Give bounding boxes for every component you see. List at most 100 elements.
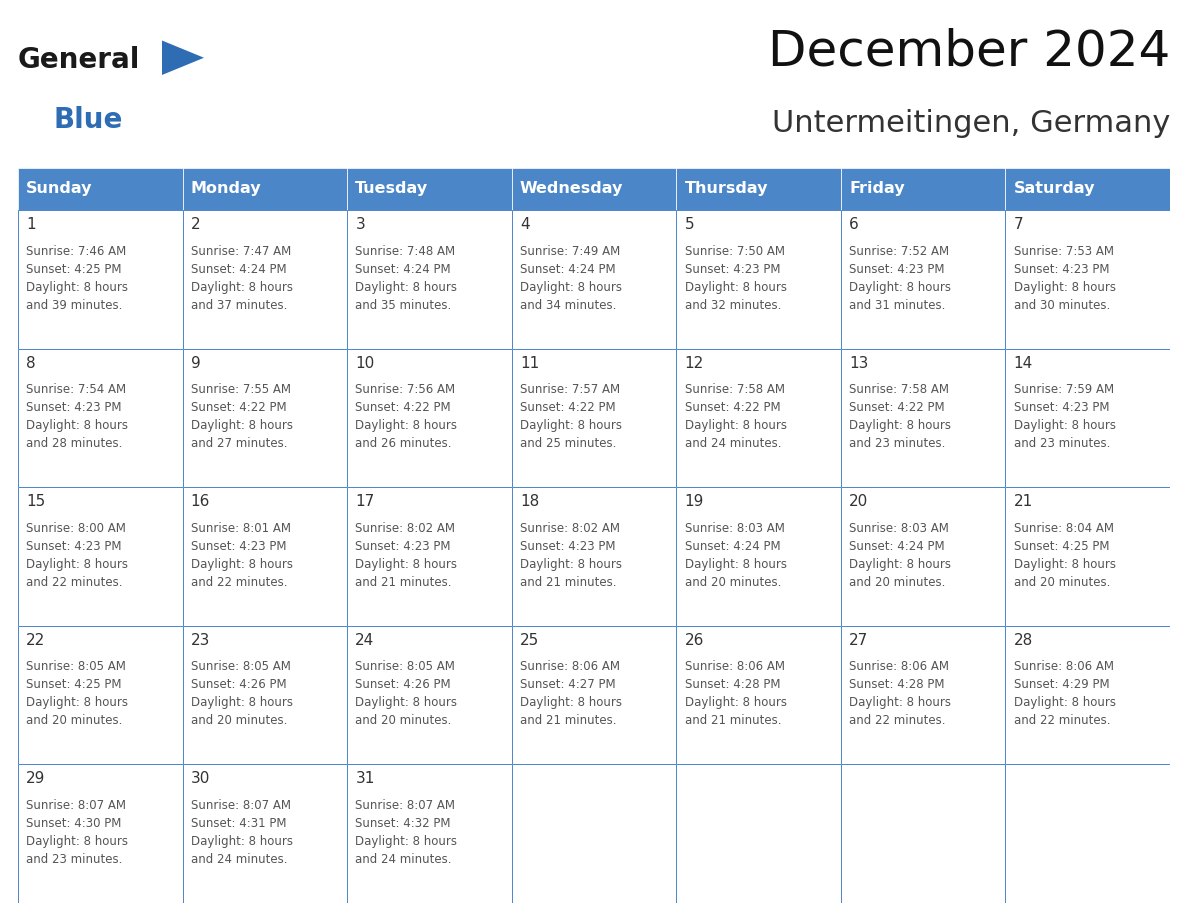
Text: 25: 25 — [520, 633, 539, 648]
FancyBboxPatch shape — [512, 168, 676, 210]
Text: Sunrise: 7:52 AM
Sunset: 4:23 PM
Daylight: 8 hours
and 31 minutes.: Sunrise: 7:52 AM Sunset: 4:23 PM Dayligh… — [849, 245, 952, 311]
Text: Sunrise: 8:03 AM
Sunset: 4:24 PM
Daylight: 8 hours
and 20 minutes.: Sunrise: 8:03 AM Sunset: 4:24 PM Dayligh… — [849, 521, 952, 588]
Text: 10: 10 — [355, 355, 374, 371]
FancyBboxPatch shape — [1005, 626, 1170, 765]
Text: 13: 13 — [849, 355, 868, 371]
Text: Sunrise: 8:02 AM
Sunset: 4:23 PM
Daylight: 8 hours
and 21 minutes.: Sunrise: 8:02 AM Sunset: 4:23 PM Dayligh… — [520, 521, 623, 588]
Text: 1: 1 — [26, 217, 36, 232]
Text: Sunrise: 8:00 AM
Sunset: 4:23 PM
Daylight: 8 hours
and 22 minutes.: Sunrise: 8:00 AM Sunset: 4:23 PM Dayligh… — [26, 521, 128, 588]
Text: General: General — [18, 46, 140, 74]
Text: Sunrise: 8:07 AM
Sunset: 4:32 PM
Daylight: 8 hours
and 24 minutes.: Sunrise: 8:07 AM Sunset: 4:32 PM Dayligh… — [355, 799, 457, 866]
FancyBboxPatch shape — [183, 210, 347, 349]
FancyBboxPatch shape — [18, 626, 183, 765]
FancyBboxPatch shape — [347, 765, 512, 903]
Text: 12: 12 — [684, 355, 703, 371]
Text: 7: 7 — [1013, 217, 1023, 232]
FancyBboxPatch shape — [676, 487, 841, 626]
Text: 29: 29 — [26, 771, 45, 787]
Text: Sunrise: 7:55 AM
Sunset: 4:22 PM
Daylight: 8 hours
and 27 minutes.: Sunrise: 7:55 AM Sunset: 4:22 PM Dayligh… — [191, 383, 292, 450]
Text: 30: 30 — [191, 771, 210, 787]
Text: Friday: Friday — [849, 182, 905, 196]
Text: Sunday: Sunday — [26, 182, 93, 196]
Text: Sunrise: 7:50 AM
Sunset: 4:23 PM
Daylight: 8 hours
and 32 minutes.: Sunrise: 7:50 AM Sunset: 4:23 PM Dayligh… — [684, 245, 786, 311]
FancyBboxPatch shape — [183, 765, 347, 903]
Text: Thursday: Thursday — [684, 182, 767, 196]
Text: Monday: Monday — [191, 182, 261, 196]
FancyBboxPatch shape — [841, 168, 1005, 210]
Text: 15: 15 — [26, 494, 45, 509]
Text: 18: 18 — [520, 494, 539, 509]
Text: 9: 9 — [191, 355, 201, 371]
FancyBboxPatch shape — [512, 487, 676, 626]
Text: Sunrise: 8:04 AM
Sunset: 4:25 PM
Daylight: 8 hours
and 20 minutes.: Sunrise: 8:04 AM Sunset: 4:25 PM Dayligh… — [1013, 521, 1116, 588]
Text: Untermeitingen, Germany: Untermeitingen, Germany — [772, 108, 1170, 138]
Text: Sunrise: 7:59 AM
Sunset: 4:23 PM
Daylight: 8 hours
and 23 minutes.: Sunrise: 7:59 AM Sunset: 4:23 PM Dayligh… — [1013, 383, 1116, 450]
Text: Sunrise: 8:05 AM
Sunset: 4:26 PM
Daylight: 8 hours
and 20 minutes.: Sunrise: 8:05 AM Sunset: 4:26 PM Dayligh… — [191, 660, 292, 727]
FancyBboxPatch shape — [512, 626, 676, 765]
Text: 24: 24 — [355, 633, 374, 648]
FancyBboxPatch shape — [347, 168, 512, 210]
Text: Blue: Blue — [53, 106, 124, 134]
FancyBboxPatch shape — [841, 626, 1005, 765]
Text: Sunrise: 7:46 AM
Sunset: 4:25 PM
Daylight: 8 hours
and 39 minutes.: Sunrise: 7:46 AM Sunset: 4:25 PM Dayligh… — [26, 245, 128, 311]
FancyBboxPatch shape — [1005, 210, 1170, 349]
Text: 14: 14 — [1013, 355, 1032, 371]
Text: 20: 20 — [849, 494, 868, 509]
Text: 17: 17 — [355, 494, 374, 509]
Text: Sunrise: 8:03 AM
Sunset: 4:24 PM
Daylight: 8 hours
and 20 minutes.: Sunrise: 8:03 AM Sunset: 4:24 PM Dayligh… — [684, 521, 786, 588]
FancyBboxPatch shape — [183, 168, 347, 210]
Text: 21: 21 — [1013, 494, 1032, 509]
Text: Sunrise: 8:07 AM
Sunset: 4:31 PM
Daylight: 8 hours
and 24 minutes.: Sunrise: 8:07 AM Sunset: 4:31 PM Dayligh… — [191, 799, 292, 866]
Text: 2: 2 — [191, 217, 201, 232]
FancyBboxPatch shape — [676, 626, 841, 765]
Text: 26: 26 — [684, 633, 703, 648]
Text: Sunrise: 7:54 AM
Sunset: 4:23 PM
Daylight: 8 hours
and 28 minutes.: Sunrise: 7:54 AM Sunset: 4:23 PM Dayligh… — [26, 383, 128, 450]
FancyBboxPatch shape — [841, 487, 1005, 626]
Text: 3: 3 — [355, 217, 365, 232]
FancyBboxPatch shape — [18, 765, 183, 903]
Text: Sunrise: 8:06 AM
Sunset: 4:29 PM
Daylight: 8 hours
and 22 minutes.: Sunrise: 8:06 AM Sunset: 4:29 PM Dayligh… — [1013, 660, 1116, 727]
Text: 11: 11 — [520, 355, 539, 371]
Polygon shape — [162, 40, 204, 75]
Text: Sunrise: 8:06 AM
Sunset: 4:28 PM
Daylight: 8 hours
and 21 minutes.: Sunrise: 8:06 AM Sunset: 4:28 PM Dayligh… — [684, 660, 786, 727]
FancyBboxPatch shape — [676, 349, 841, 487]
Text: Saturday: Saturday — [1013, 182, 1095, 196]
FancyBboxPatch shape — [512, 210, 676, 349]
FancyBboxPatch shape — [676, 210, 841, 349]
Text: Sunrise: 8:01 AM
Sunset: 4:23 PM
Daylight: 8 hours
and 22 minutes.: Sunrise: 8:01 AM Sunset: 4:23 PM Dayligh… — [191, 521, 292, 588]
Text: 27: 27 — [849, 633, 868, 648]
Text: Sunrise: 8:06 AM
Sunset: 4:27 PM
Daylight: 8 hours
and 21 minutes.: Sunrise: 8:06 AM Sunset: 4:27 PM Dayligh… — [520, 660, 623, 727]
Text: Sunrise: 7:49 AM
Sunset: 4:24 PM
Daylight: 8 hours
and 34 minutes.: Sunrise: 7:49 AM Sunset: 4:24 PM Dayligh… — [520, 245, 623, 311]
Text: Wednesday: Wednesday — [520, 182, 624, 196]
FancyBboxPatch shape — [841, 765, 1005, 903]
FancyBboxPatch shape — [183, 626, 347, 765]
Text: Sunrise: 7:53 AM
Sunset: 4:23 PM
Daylight: 8 hours
and 30 minutes.: Sunrise: 7:53 AM Sunset: 4:23 PM Dayligh… — [1013, 245, 1116, 311]
Text: Sunrise: 8:05 AM
Sunset: 4:25 PM
Daylight: 8 hours
and 20 minutes.: Sunrise: 8:05 AM Sunset: 4:25 PM Dayligh… — [26, 660, 128, 727]
Text: Sunrise: 7:56 AM
Sunset: 4:22 PM
Daylight: 8 hours
and 26 minutes.: Sunrise: 7:56 AM Sunset: 4:22 PM Dayligh… — [355, 383, 457, 450]
Text: Sunrise: 7:48 AM
Sunset: 4:24 PM
Daylight: 8 hours
and 35 minutes.: Sunrise: 7:48 AM Sunset: 4:24 PM Dayligh… — [355, 245, 457, 311]
FancyBboxPatch shape — [512, 349, 676, 487]
Text: 23: 23 — [191, 633, 210, 648]
Text: 31: 31 — [355, 771, 374, 787]
FancyBboxPatch shape — [347, 626, 512, 765]
FancyBboxPatch shape — [676, 168, 841, 210]
Text: Sunrise: 7:47 AM
Sunset: 4:24 PM
Daylight: 8 hours
and 37 minutes.: Sunrise: 7:47 AM Sunset: 4:24 PM Dayligh… — [191, 245, 292, 311]
Text: 5: 5 — [684, 217, 694, 232]
FancyBboxPatch shape — [512, 765, 676, 903]
FancyBboxPatch shape — [347, 349, 512, 487]
Text: 16: 16 — [191, 494, 210, 509]
FancyBboxPatch shape — [18, 210, 183, 349]
FancyBboxPatch shape — [183, 487, 347, 626]
Text: Sunrise: 7:58 AM
Sunset: 4:22 PM
Daylight: 8 hours
and 23 minutes.: Sunrise: 7:58 AM Sunset: 4:22 PM Dayligh… — [849, 383, 952, 450]
Text: 4: 4 — [520, 217, 530, 232]
Text: Sunrise: 8:06 AM
Sunset: 4:28 PM
Daylight: 8 hours
and 22 minutes.: Sunrise: 8:06 AM Sunset: 4:28 PM Dayligh… — [849, 660, 952, 727]
FancyBboxPatch shape — [18, 487, 183, 626]
FancyBboxPatch shape — [18, 168, 183, 210]
Text: 8: 8 — [26, 355, 36, 371]
FancyBboxPatch shape — [1005, 765, 1170, 903]
FancyBboxPatch shape — [1005, 168, 1170, 210]
FancyBboxPatch shape — [841, 349, 1005, 487]
FancyBboxPatch shape — [18, 349, 183, 487]
Text: 22: 22 — [26, 633, 45, 648]
Text: 28: 28 — [1013, 633, 1032, 648]
